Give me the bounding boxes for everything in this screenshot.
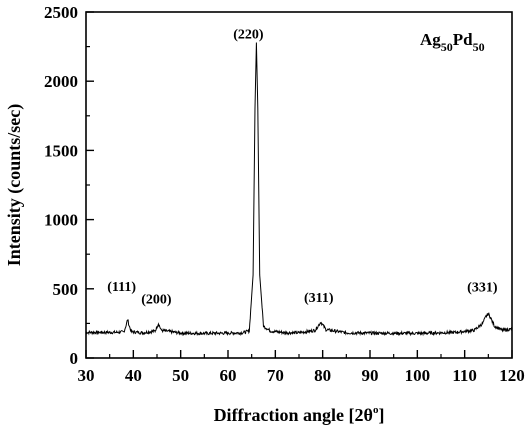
peak-label: (331) (467, 281, 498, 296)
x-tick-label: 120 (499, 366, 525, 385)
x-tick-label: 80 (314, 366, 331, 385)
sample-label: Ag50Pd50 (420, 30, 485, 54)
peak-label: (311) (304, 291, 334, 306)
y-tick-label: 500 (53, 280, 79, 299)
y-tick-label: 2500 (44, 3, 78, 22)
x-tick-label: 40 (125, 366, 142, 385)
y-axis-ticks: 0 500 1000 1500 2000 2500 (44, 3, 94, 368)
x-tick-label: 30 (78, 366, 95, 385)
y-tick-label: 2000 (44, 72, 78, 91)
peak-label: (111) (107, 280, 136, 295)
peak-label: (220) (233, 27, 264, 42)
y-tick-label: 1500 (44, 141, 78, 160)
peak-label: (200) (141, 292, 172, 307)
y-tick-label: 0 (70, 349, 79, 368)
y-tick-label: 1000 (44, 211, 78, 230)
peak-labels: (111) (200) (220) (311) (331) (107, 27, 498, 307)
series-line (85, 42, 513, 337)
x-axis-ticks: 30 40 50 60 70 80 90 100 110 120 (78, 350, 525, 385)
x-tick-label: 70 (267, 366, 284, 385)
x-axis-label: Diffraction angle [2θo] (214, 404, 385, 425)
x-tick-label: 50 (172, 366, 189, 385)
x-tick-label: 110 (452, 366, 477, 385)
y-axis-label: Intensity (counts/sec) (4, 104, 25, 267)
x-tick-label: 90 (362, 366, 379, 385)
x-tick-label: 60 (220, 366, 237, 385)
x-tick-label: 100 (405, 366, 431, 385)
